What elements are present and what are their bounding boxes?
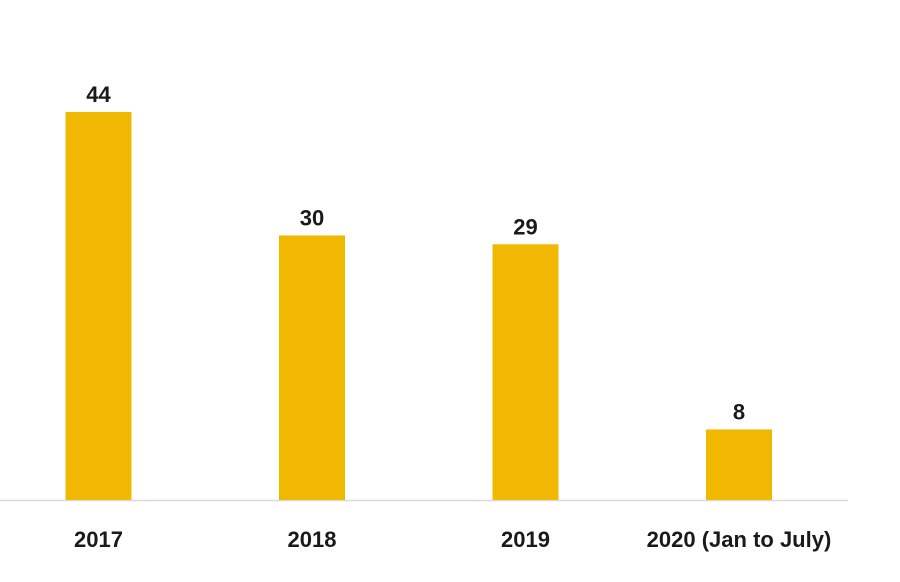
value-label-3: 8 — [733, 399, 745, 424]
category-label-0: 2017 — [74, 527, 123, 552]
value-label-0: 44 — [86, 82, 111, 107]
bar-0 — [65, 112, 132, 500]
category-labels-group: 2017 2018 2019 2020 (Jan to July) — [74, 527, 831, 552]
category-label-2: 2019 — [501, 527, 550, 552]
value-label-2: 29 — [513, 214, 537, 239]
value-labels-group: 44 30 29 8 — [86, 82, 745, 424]
bar-3 — [706, 429, 772, 500]
category-label-1: 2018 — [288, 527, 337, 552]
bar-1 — [279, 235, 345, 501]
value-label-1: 30 — [300, 205, 324, 230]
bar-2 — [492, 244, 559, 500]
bars-group — [65, 112, 772, 501]
category-label-3: 2020 (Jan to July) — [647, 527, 832, 552]
